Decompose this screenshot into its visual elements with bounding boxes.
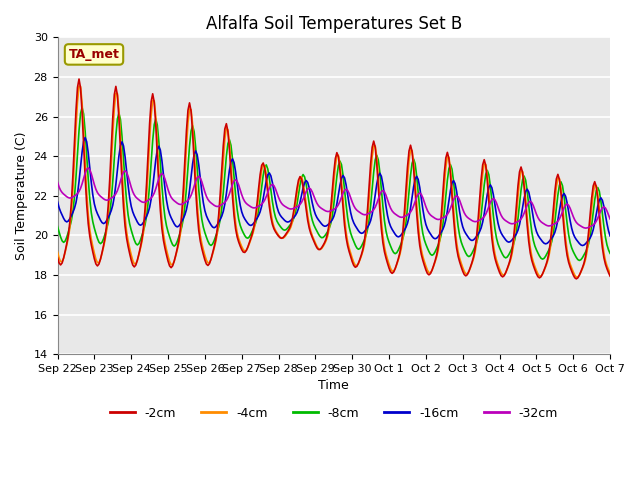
Title: Alfalfa Soil Temperatures Set B: Alfalfa Soil Temperatures Set B	[205, 15, 462, 33]
X-axis label: Time: Time	[319, 379, 349, 392]
Legend: -2cm, -4cm, -8cm, -16cm, -32cm: -2cm, -4cm, -8cm, -16cm, -32cm	[104, 402, 563, 424]
Text: TA_met: TA_met	[68, 48, 120, 61]
Y-axis label: Soil Temperature (C): Soil Temperature (C)	[15, 132, 28, 260]
